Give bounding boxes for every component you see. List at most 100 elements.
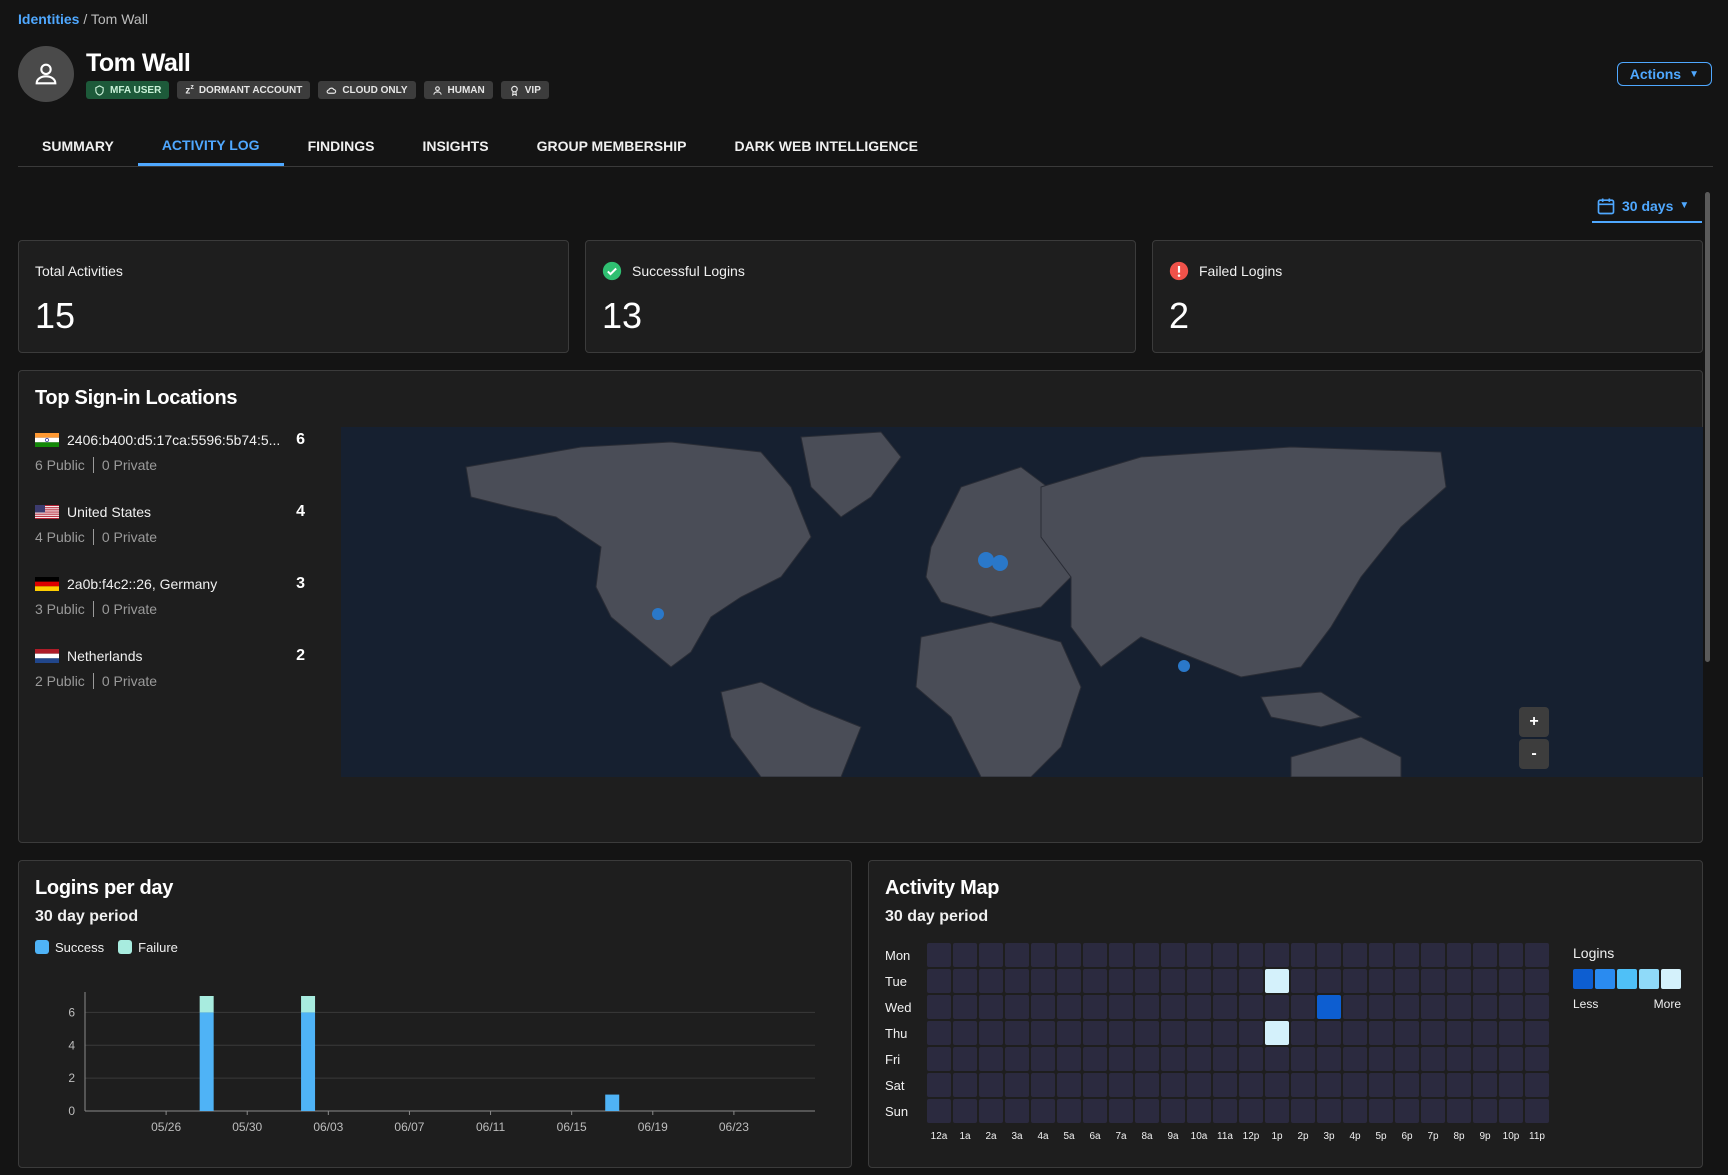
heatmap-cell[interactable]	[1421, 1021, 1445, 1045]
heatmap-cell[interactable]	[927, 1021, 951, 1045]
heatmap-cell[interactable]	[1239, 969, 1263, 993]
heatmap-cell[interactable]	[1291, 1047, 1315, 1071]
heatmap-cell[interactable]	[1161, 995, 1185, 1019]
heatmap-cell[interactable]	[1473, 1047, 1497, 1071]
heatmap-cell[interactable]	[1369, 943, 1393, 967]
heatmap-cell[interactable]	[1499, 995, 1523, 1019]
location-item[interactable]: United States 4 4 Public 0 Private	[35, 503, 305, 575]
heatmap-cell[interactable]	[1187, 1073, 1211, 1097]
heatmap-cell[interactable]	[1447, 1073, 1471, 1097]
heatmap-cell[interactable]	[1525, 1073, 1549, 1097]
heatmap-cell[interactable]	[1135, 943, 1159, 967]
heatmap-cell[interactable]	[953, 1073, 977, 1097]
heatmap-cell[interactable]	[1369, 995, 1393, 1019]
heatmap-cell[interactable]	[1057, 1099, 1081, 1123]
heatmap-cell[interactable]	[1395, 1047, 1419, 1071]
heatmap-cell[interactable]	[1005, 1021, 1029, 1045]
heatmap-cell[interactable]	[1057, 943, 1081, 967]
heatmap-cell[interactable]	[953, 943, 977, 967]
heatmap-cell[interactable]	[1239, 995, 1263, 1019]
heatmap-cell[interactable]	[953, 1047, 977, 1071]
heatmap-cell[interactable]	[1005, 1047, 1029, 1071]
heatmap-cell[interactable]	[1473, 1073, 1497, 1097]
heatmap-cell[interactable]	[1473, 943, 1497, 967]
heatmap-cell[interactable]	[927, 943, 951, 967]
heatmap-cell[interactable]	[1395, 969, 1419, 993]
heatmap-cell[interactable]	[1213, 1099, 1237, 1123]
heatmap-cell[interactable]	[1031, 969, 1055, 993]
heatmap-cell[interactable]	[979, 1073, 1003, 1097]
legend-item-success[interactable]: Success	[35, 940, 104, 955]
heatmap-cell[interactable]	[1395, 943, 1419, 967]
heatmap-cell[interactable]	[1343, 943, 1367, 967]
tab-activity-log[interactable]: ACTIVITY LOG	[137, 126, 284, 166]
heatmap-cell[interactable]	[1421, 943, 1445, 967]
heatmap-cell[interactable]	[1291, 1099, 1315, 1123]
heatmap-cell[interactable]	[1161, 1021, 1185, 1045]
heatmap-cell[interactable]	[1031, 1047, 1055, 1071]
world-map[interactable]	[341, 427, 1703, 777]
heatmap-cell[interactable]	[1031, 1073, 1055, 1097]
heatmap-cell[interactable]	[1109, 969, 1133, 993]
heatmap-cell[interactable]	[1057, 1047, 1081, 1071]
heatmap-cell[interactable]	[1109, 1073, 1133, 1097]
heatmap-cell[interactable]	[979, 1099, 1003, 1123]
tab-dark-web-intelligence[interactable]: DARK WEB INTELLIGENCE	[734, 138, 919, 154]
heatmap-cell[interactable]	[1187, 969, 1211, 993]
heatmap-cell[interactable]	[1057, 1021, 1081, 1045]
heatmap-cell[interactable]	[953, 1021, 977, 1045]
heatmap-cell[interactable]	[1135, 1047, 1159, 1071]
heatmap-cell[interactable]	[1499, 1099, 1523, 1123]
heatmap-cell[interactable]	[1369, 1047, 1393, 1071]
tab-findings[interactable]: FINDINGS	[307, 138, 375, 154]
heatmap-cell[interactable]	[1525, 943, 1549, 967]
heatmap-cell[interactable]	[1057, 969, 1081, 993]
map-zoom-in-button[interactable]: +	[1519, 707, 1549, 737]
heatmap-cell[interactable]	[1291, 969, 1315, 993]
heatmap-cell[interactable]	[927, 1073, 951, 1097]
heatmap-cell[interactable]	[1161, 1073, 1185, 1097]
heatmap-cell[interactable]	[1005, 943, 1029, 967]
heatmap-cell[interactable]	[1395, 1099, 1419, 1123]
heatmap-cell[interactable]	[927, 969, 951, 993]
heatmap-cell[interactable]	[1369, 1021, 1393, 1045]
heatmap-cell[interactable]	[1369, 1099, 1393, 1123]
heatmap-cell[interactable]	[1265, 1073, 1289, 1097]
heatmap-cell[interactable]	[1005, 969, 1029, 993]
heatmap-cell[interactable]	[1135, 1099, 1159, 1123]
heatmap-cell[interactable]	[1057, 1073, 1081, 1097]
heatmap-cell[interactable]	[1525, 995, 1549, 1019]
heatmap-cell[interactable]	[1213, 1047, 1237, 1071]
heatmap-cell[interactable]	[927, 1099, 951, 1123]
heatmap-cell[interactable]	[1291, 1021, 1315, 1045]
heatmap-cell[interactable]	[1343, 1047, 1367, 1071]
heatmap-cell[interactable]	[927, 1047, 951, 1071]
heatmap-cell[interactable]	[1447, 969, 1471, 993]
heatmap-cell[interactable]	[1499, 969, 1523, 993]
actions-button[interactable]: Actions ▼	[1616, 62, 1712, 86]
heatmap-cell[interactable]	[1317, 943, 1341, 967]
heatmap-cell[interactable]	[1161, 943, 1185, 967]
heatmap-cell[interactable]	[1343, 995, 1367, 1019]
scrollbar[interactable]	[1705, 192, 1710, 662]
heatmap-cell[interactable]	[1291, 943, 1315, 967]
heatmap-cell[interactable]	[1395, 1073, 1419, 1097]
heatmap-cell[interactable]	[1083, 1021, 1107, 1045]
location-item[interactable]: Netherlands 2 2 Public 0 Private	[35, 647, 305, 719]
heatmap-cell[interactable]	[1239, 1099, 1263, 1123]
heatmap-cell[interactable]	[1213, 995, 1237, 1019]
heatmap-cell[interactable]	[1161, 969, 1185, 993]
heatmap-cell[interactable]	[1421, 1099, 1445, 1123]
heatmap-cell[interactable]	[1239, 1073, 1263, 1097]
breadcrumb-identities-link[interactable]: Identities	[18, 11, 80, 27]
heatmap-cell[interactable]	[1343, 1021, 1367, 1045]
heatmap-cell[interactable]	[1499, 1021, 1523, 1045]
heatmap-cell[interactable]	[1187, 1021, 1211, 1045]
heatmap-cell[interactable]	[1499, 1073, 1523, 1097]
heatmap-cell[interactable]	[1421, 1047, 1445, 1071]
heatmap-cell[interactable]	[1187, 943, 1211, 967]
heatmap-cell[interactable]	[953, 995, 977, 1019]
heatmap-cell[interactable]	[979, 995, 1003, 1019]
heatmap-cell[interactable]	[1343, 1099, 1367, 1123]
heatmap-cell[interactable]	[1525, 1099, 1549, 1123]
